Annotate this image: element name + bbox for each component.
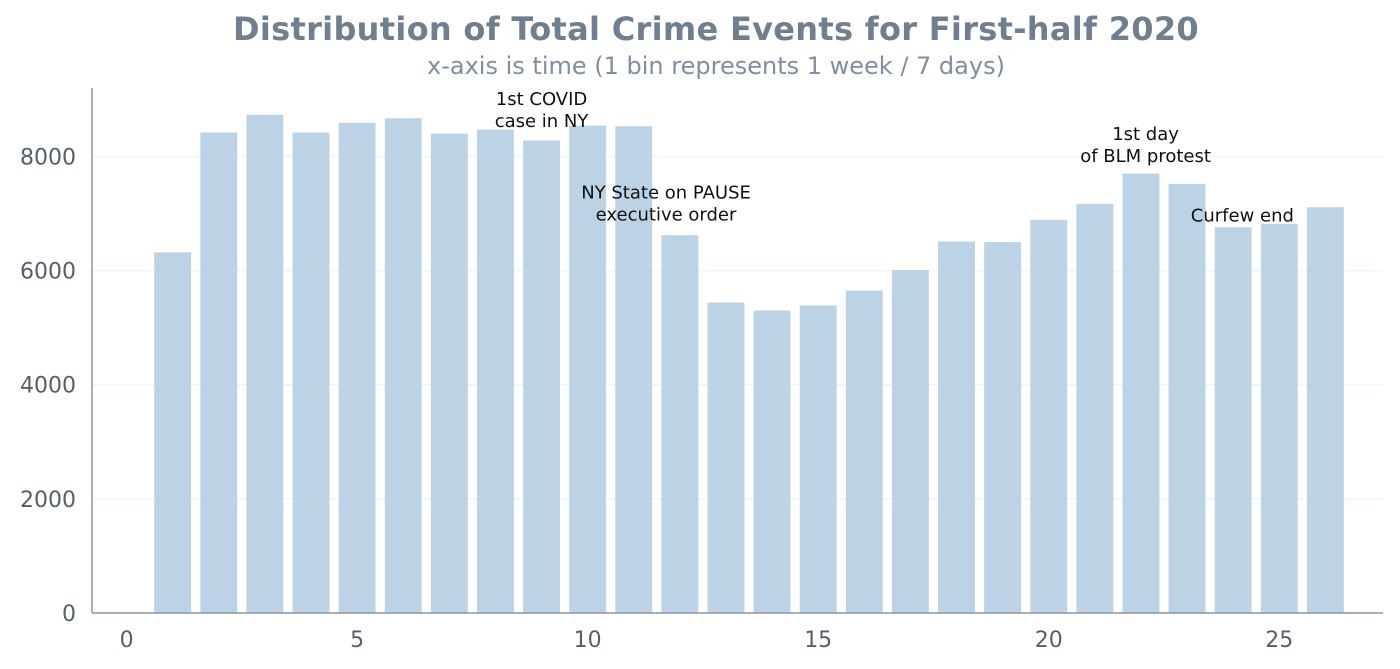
y-tick-label: 0 [62, 602, 76, 627]
bar [845, 290, 883, 613]
bar [1214, 227, 1252, 613]
annotation-text: 1st COVID [496, 89, 588, 110]
bar [384, 118, 422, 613]
annotation-text: Curfew end [1191, 206, 1294, 227]
bar [154, 252, 192, 613]
bar [246, 114, 284, 614]
chart-subtitle: x-axis is time (1 bin represents 1 week … [427, 52, 1005, 80]
y-tick-label: 8000 [20, 145, 76, 170]
x-tick-label: 25 [1265, 628, 1293, 653]
x-tick-label: 20 [1035, 628, 1063, 653]
bar [707, 302, 745, 613]
bar [1076, 203, 1114, 613]
bar [799, 305, 837, 613]
y-tick-label: 2000 [20, 488, 76, 513]
annotation-text: 1st day [1112, 124, 1179, 145]
bar [338, 122, 376, 613]
bar [891, 270, 929, 613]
bar [292, 132, 330, 613]
annotation-text: NY State on PAUSE [581, 182, 751, 203]
bar [615, 126, 653, 613]
bar [1122, 173, 1160, 613]
bar [1260, 223, 1298, 613]
axes-layer [91, 88, 1383, 614]
bar [569, 125, 607, 614]
ticks-layer: 0 5 10 15 20 25 0 2000 4000 6000 8000 [20, 145, 1293, 653]
y-tick-label: 4000 [20, 374, 76, 399]
bar [476, 129, 514, 614]
x-tick-label: 10 [574, 628, 602, 653]
chart-title: Distribution of Total Crime Events for F… [233, 10, 1199, 48]
x-tick-label: 5 [350, 628, 364, 653]
bars-layer [154, 114, 1344, 614]
annotation-text: case in NY [495, 111, 590, 132]
bar [661, 235, 699, 613]
y-tick-label: 6000 [20, 260, 76, 285]
bar [1030, 219, 1068, 613]
bar [200, 132, 238, 613]
annotation-text: of BLM protest [1080, 146, 1211, 167]
annotation-text: executive order [596, 204, 737, 225]
x-tick-label: 0 [120, 628, 134, 653]
bar [430, 133, 468, 614]
bar [523, 140, 560, 613]
x-tick-label: 15 [804, 628, 832, 653]
bar [1306, 207, 1344, 614]
bar [984, 242, 1022, 613]
bar [1168, 183, 1206, 613]
bar [753, 310, 791, 613]
bar [938, 241, 975, 613]
